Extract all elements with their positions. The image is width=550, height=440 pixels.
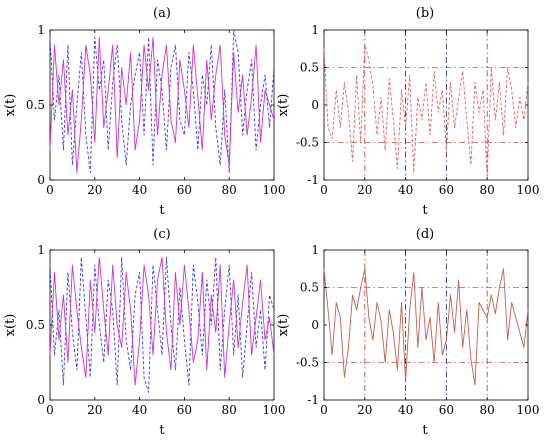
panel-c-ytick: 1 — [37, 243, 45, 257]
panel-c-ylabel: x(t) — [3, 314, 18, 337]
panel-a-series-1-line — [49, 29, 275, 173]
panel-a-xtick: 40 — [132, 183, 147, 197]
panel-d: (d) x(t) t 0 20 40 60 80 100 -1 -0.5 0 0… — [276, 227, 539, 438]
panel-a-xtick: 100 — [263, 183, 286, 197]
panel-c-ytick: 0.5 — [26, 318, 45, 332]
panel-b-ytick: -0.5 — [296, 136, 319, 150]
panel-d-xtick: 100 — [517, 403, 540, 417]
panel-c-xtick: 100 — [263, 403, 286, 417]
panel-d-ytick: 1 — [311, 243, 319, 257]
panel-d-ylabel: x(t) — [276, 314, 291, 337]
panel-a-series-2-line — [49, 37, 275, 173]
panel-a: (a) x(t) t 0 20 40 60 80 100 0 0.5 1 — [3, 6, 285, 218]
panel-c-ytick: 0 — [37, 393, 45, 407]
panel-b-ytick: 0.5 — [300, 61, 319, 75]
panel-b-ylabel: x(t) — [276, 94, 291, 117]
panel-a-xtick: 80 — [222, 183, 237, 197]
panel-d-ytick: -0.5 — [296, 356, 319, 370]
panel-c-series-2-line — [49, 257, 275, 386]
panel-a-ytick: 0 — [37, 173, 45, 187]
panel-c-xlabel: t — [159, 423, 165, 438]
panel-b-xtick: 80 — [480, 183, 495, 197]
panel-d-xtick: 60 — [439, 403, 454, 417]
panel-b-ytick: 0 — [311, 98, 319, 112]
panel-b-xtick: 100 — [517, 183, 540, 197]
panel-d-series-1-line — [323, 268, 529, 386]
panel-b-xtick: 20 — [357, 183, 372, 197]
panel-d-ytick: 0 — [311, 318, 319, 332]
panel-b-series-1-line — [323, 44, 529, 177]
panel-c-xtick: 60 — [177, 403, 192, 417]
panel-d-xtick: 40 — [398, 403, 413, 417]
panel-d-series-layer — [323, 249, 529, 401]
panel-a-title: (a) — [153, 6, 171, 21]
panel-b-xtick: 0 — [320, 183, 328, 197]
panel-d-ytick: -1 — [307, 393, 319, 407]
panel-a-xtick: 0 — [46, 183, 54, 197]
panel-a-ytick: 1 — [37, 23, 45, 37]
panel-c: (c) x(t) t 0 20 40 60 80 100 0 0.5 1 — [3, 227, 285, 438]
panel-c-xtick: 80 — [222, 403, 237, 417]
panel-b-series-layer — [323, 29, 529, 181]
panel-d-xtick: 80 — [480, 403, 495, 417]
panel-b-xlabel: t — [422, 203, 428, 218]
panel-c-title: (c) — [153, 227, 170, 242]
panel-b-ytick: -1 — [307, 173, 319, 187]
panel-b-ytick: 1 — [311, 23, 319, 37]
panel-d-title: (d) — [416, 227, 434, 242]
panel-b-title: (b) — [416, 6, 434, 21]
panel-b-xtick: 40 — [398, 183, 413, 197]
panel-d-ytick: 0.5 — [300, 281, 319, 295]
panel-d-xtick: 20 — [357, 403, 372, 417]
panel-a-ylabel: x(t) — [3, 94, 18, 117]
panel-c-xtick: 20 — [87, 403, 102, 417]
panel-a-series-layer — [49, 29, 275, 181]
panel-c-series-layer — [49, 249, 275, 401]
panel-c-xtick: 40 — [132, 403, 147, 417]
panel-b: (b) x(t) t 0 20 40 60 80 100 -1 -0.5 0 0… — [276, 6, 539, 218]
panel-c-series-1-line — [49, 257, 275, 393]
panel-d-xtick: 0 — [320, 403, 328, 417]
panel-a-xtick: 60 — [177, 183, 192, 197]
panel-a-xtick: 20 — [87, 183, 102, 197]
panel-a-xlabel: t — [159, 203, 165, 218]
panel-c-xtick: 0 — [46, 403, 54, 417]
panel-b-xtick: 60 — [439, 183, 454, 197]
panel-d-xlabel: t — [422, 423, 428, 438]
panel-a-ytick: 0.5 — [26, 98, 45, 112]
